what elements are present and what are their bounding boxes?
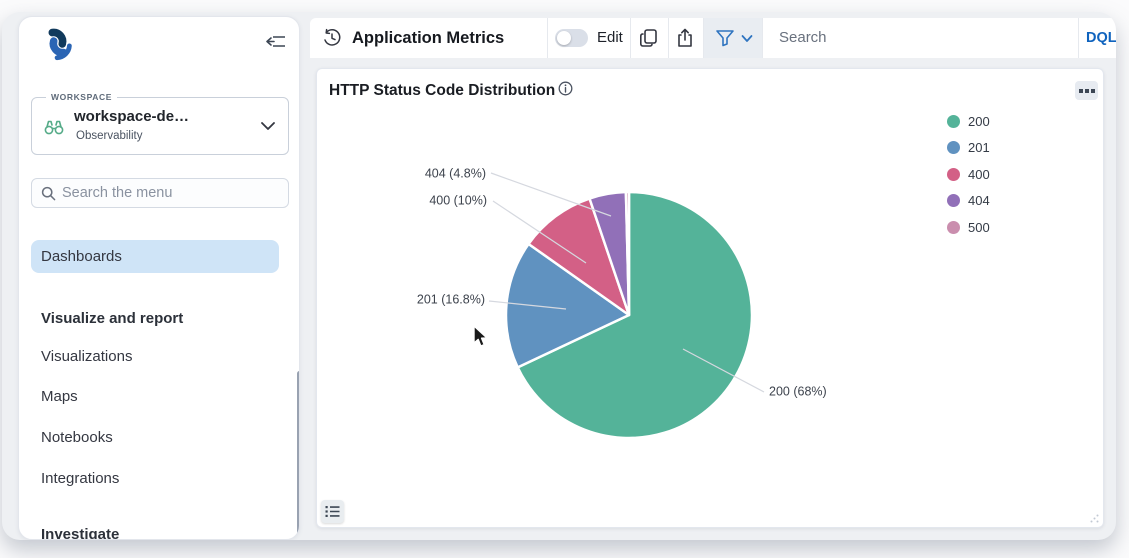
sidebar-scrollbar[interactable]	[297, 371, 299, 539]
legend-label: 404	[968, 193, 990, 209]
info-icon[interactable]	[558, 81, 573, 96]
panel-title-text: HTTP Status Code Distribution	[329, 82, 556, 99]
search-icon	[41, 186, 56, 201]
pie-slice-400[interactable]	[527, 197, 631, 317]
topbar-divider	[668, 18, 669, 58]
sidebar-item-notebooks[interactable]: Notebooks	[41, 429, 113, 446]
pie-label-404: 404 (4.8%)	[425, 166, 486, 180]
legend-dot	[947, 194, 960, 208]
legend-item-201[interactable]: 201	[947, 135, 990, 162]
sidebar-search-input[interactable]	[62, 179, 277, 207]
sidebar-item-dashboards[interactable]: Dashboards	[31, 240, 279, 273]
topbar-divider	[547, 18, 548, 58]
history-clock-icon[interactable]	[322, 28, 342, 48]
toggle-knob	[557, 31, 571, 45]
page-title: Application Metrics	[352, 29, 505, 47]
chevron-down-icon	[261, 122, 275, 130]
callout-line-404	[490, 172, 612, 217]
sidebar-item-integrations[interactable]: Integrations	[41, 470, 120, 487]
legend-item-200[interactable]: 200	[947, 108, 990, 135]
legend-list-icon[interactable]	[321, 500, 344, 523]
edit-toggle[interactable]	[555, 29, 588, 47]
topbar-divider	[1078, 18, 1079, 58]
legend-item-404[interactable]: 404	[947, 188, 990, 215]
chart-legend: 200 201 400 404 500	[947, 108, 990, 241]
panel-menu-boxes-icon[interactable]	[1075, 81, 1098, 100]
workspace-name: workspace-de…	[74, 108, 190, 125]
workspace-selector[interactable]: WORKSPACE workspace-de… Observability	[31, 92, 289, 155]
legend-label: 201	[968, 140, 990, 156]
sidebar-item-maps[interactable]: Maps	[41, 388, 78, 405]
pie-label-200: 200 (68%)	[769, 384, 827, 398]
collapse-nav-icon[interactable]	[265, 30, 287, 52]
pie-slice-500[interactable]	[624, 190, 631, 317]
sidebar-section-investigate: Investigate	[41, 526, 120, 540]
filter-button[interactable]	[704, 18, 762, 58]
chevron-down-icon	[741, 35, 753, 42]
workspace-label: WORKSPACE	[46, 92, 117, 102]
copy-icon[interactable]	[638, 27, 660, 49]
pie-label-400: 400 (10%)	[429, 193, 487, 207]
sidebar-section-visualize-and-report: Visualize and report	[41, 310, 184, 327]
binoculars-icon	[44, 120, 64, 135]
legend-dot	[947, 167, 960, 181]
legend-label: 500	[968, 219, 990, 235]
legend-item-400[interactable]: 400	[947, 161, 990, 188]
legend-dot	[947, 141, 960, 155]
legend-label: 400	[968, 166, 990, 182]
visualization-panel: HTTP Status Code Distribution 200 (68%) 2…	[316, 68, 1104, 528]
legend-dot	[947, 220, 960, 234]
callout-line-400	[492, 200, 587, 264]
callout-line-201	[488, 300, 567, 310]
pie-label-201: 201 (16.8%)	[417, 292, 485, 306]
filter-funnel-icon	[716, 30, 734, 47]
topbar: Application Metrics Edit	[310, 18, 1116, 58]
sidebar: WORKSPACE workspace-de… Observability	[18, 16, 300, 540]
opensearch-logo	[48, 28, 72, 61]
query-language-button[interactable]: DQL	[1086, 30, 1116, 46]
legend-item-500[interactable]: 500	[947, 214, 990, 241]
topbar-divider	[703, 18, 704, 58]
app-window: WORKSPACE workspace-de… Observability	[2, 12, 1116, 540]
resize-corner-icon[interactable]	[1088, 512, 1100, 524]
sidebar-search	[31, 178, 289, 208]
pie-chart: 200 (68%) 201 (16.8%) 400 (10%) 404 (4.8%)	[417, 166, 827, 440]
workspace-type: Observability	[76, 130, 143, 142]
legend-dot	[947, 114, 960, 128]
pie-slice-200[interactable]	[516, 190, 754, 440]
query-bar	[762, 18, 1078, 58]
pie-slice-201[interactable]	[504, 242, 631, 369]
topbar-divider	[630, 18, 631, 58]
share-icon[interactable]	[674, 27, 696, 49]
legend-label: 200	[968, 113, 990, 129]
search-input[interactable]	[779, 18, 1069, 56]
edit-toggle-label: Edit	[597, 29, 623, 46]
callout-line-200	[682, 348, 765, 393]
sidebar-item-visualizations[interactable]: Visualizations	[41, 348, 133, 365]
panel-title: HTTP Status Code Distribution	[329, 80, 573, 100]
